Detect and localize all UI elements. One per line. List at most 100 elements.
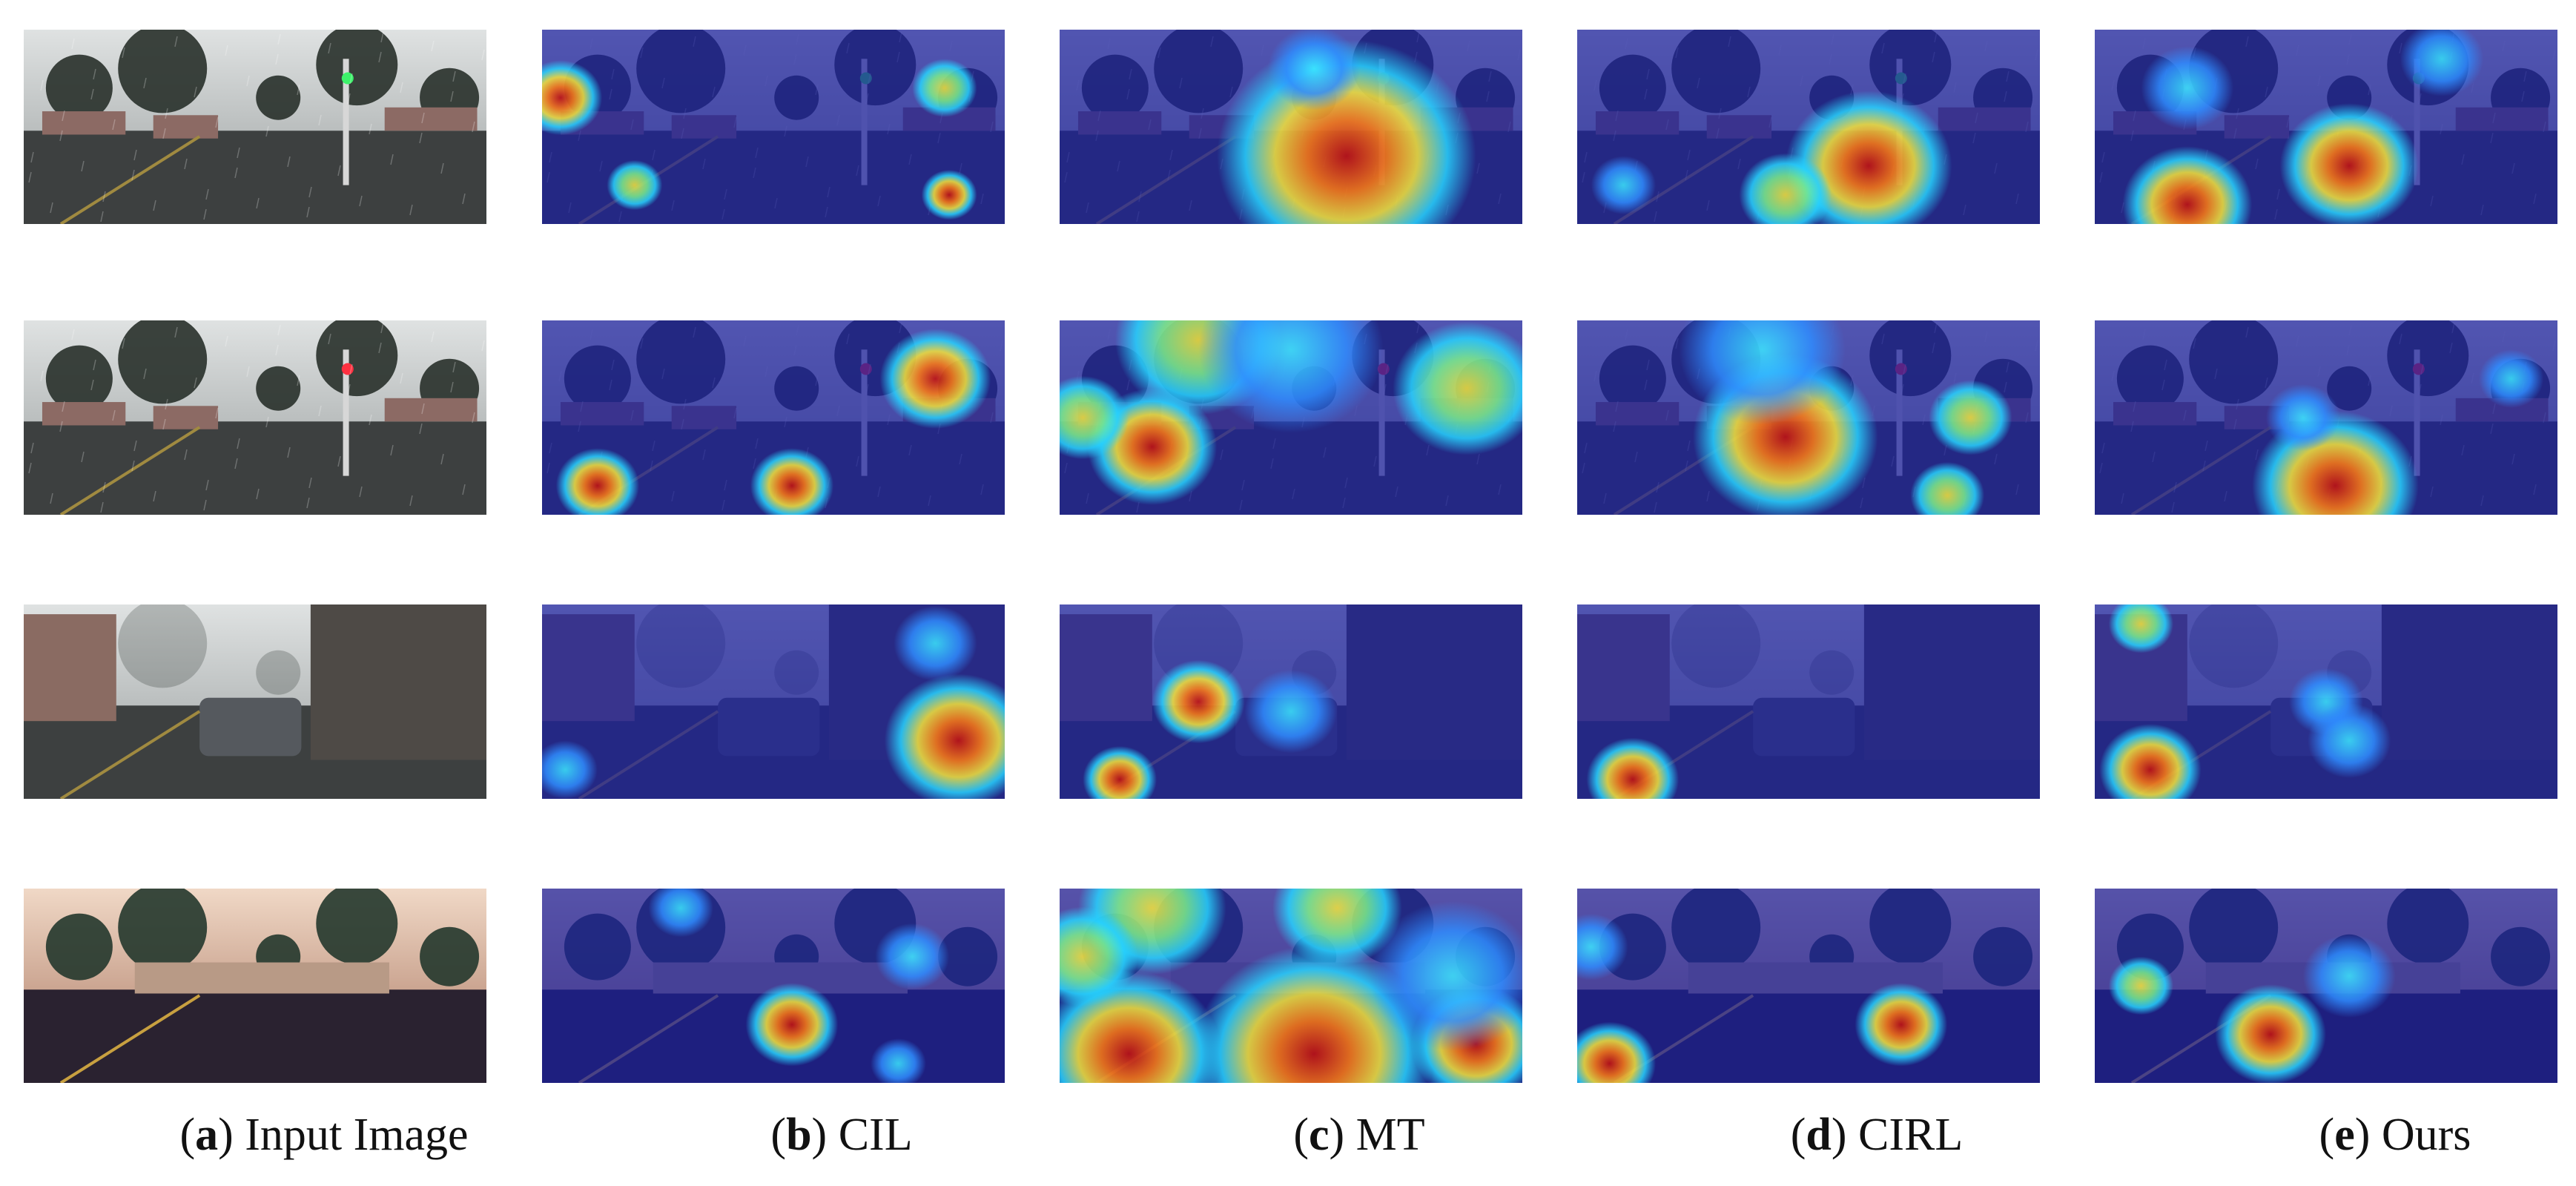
attention-hotspot <box>1083 745 1157 799</box>
rain-streak <box>131 460 135 472</box>
rain-streak <box>337 455 341 467</box>
rain-streak <box>277 324 281 336</box>
rain-streak <box>50 492 53 504</box>
attention-hotspot <box>1152 659 1245 744</box>
scene-photo <box>24 320 486 515</box>
scene-tree <box>45 54 113 122</box>
attention-hotspot <box>1244 669 1338 754</box>
rain-streak <box>349 363 353 375</box>
scene-building <box>310 604 486 760</box>
rain-streak <box>287 447 291 458</box>
rain-streak <box>419 132 423 144</box>
rain-streak <box>337 165 341 177</box>
rain-streak <box>380 322 384 334</box>
rain-streak <box>359 195 363 207</box>
rain-streak <box>184 158 188 170</box>
rain-streak <box>481 49 485 61</box>
scene-road <box>24 131 486 224</box>
attention-hotspot <box>1855 983 1948 1067</box>
rain-streak <box>421 403 425 415</box>
attention-hotspot <box>2308 702 2391 778</box>
attention-hotspot <box>2265 384 2340 451</box>
rain-streak <box>265 416 269 428</box>
rain-streak <box>472 121 475 133</box>
attention-hotspot <box>555 448 640 515</box>
rain-streak <box>174 326 178 338</box>
heatmap-overlay <box>542 889 1005 1083</box>
rain-streak <box>409 204 413 216</box>
scene-house <box>153 115 219 139</box>
heatmap-overlay <box>1060 320 1522 515</box>
attention-map-c-row-4 <box>1060 889 1522 1083</box>
scene-tree <box>256 650 301 695</box>
rain-streak <box>277 33 281 45</box>
rain-streak <box>234 167 238 179</box>
rain-streak <box>462 484 466 495</box>
rain-streak <box>378 342 382 354</box>
heatmap-overlay <box>1060 889 1522 1083</box>
scene-tree <box>118 889 208 972</box>
attention-hotspot <box>1739 153 1832 224</box>
rain-streak <box>409 495 413 507</box>
rain-streak <box>297 84 300 96</box>
attention-map-b-row-3 <box>542 604 1005 799</box>
rain-streak <box>390 154 394 165</box>
attention-hotspot <box>2478 349 2544 408</box>
attention-map-b-row-2 <box>542 320 1005 515</box>
scene-house <box>153 406 219 429</box>
scene-house <box>384 398 478 422</box>
caption-b: (b) CIL <box>770 1110 913 1160</box>
rain-streak <box>205 188 209 200</box>
heatmap-overlay <box>1577 604 2040 799</box>
rain-streak <box>369 414 372 426</box>
rain-streak <box>112 409 116 421</box>
rain-streak <box>90 88 94 100</box>
rain-streak <box>203 499 207 511</box>
scene-tree <box>118 320 208 404</box>
rain-streak <box>112 119 116 131</box>
rain-streak <box>100 501 104 513</box>
rain-streak <box>100 211 104 223</box>
attention-map-b-row-1 <box>542 30 1005 224</box>
caption-a: (a) Input Image <box>179 1110 469 1160</box>
attention-map-d-row-4 <box>1577 889 2040 1083</box>
attention-hotspot <box>2099 723 2202 799</box>
scene-house <box>384 107 478 131</box>
traffic-light-pole <box>343 59 349 185</box>
rain-streak <box>81 451 85 463</box>
attention-hotspot <box>879 329 991 429</box>
heatmap-overlay <box>2095 30 2557 224</box>
attention-hotspot <box>750 448 834 515</box>
scene-tree <box>420 926 480 986</box>
rain-streak <box>421 112 425 124</box>
rain-streak <box>246 366 250 378</box>
scene-building <box>24 614 116 722</box>
rain-streak <box>318 405 322 417</box>
rain-streak <box>308 186 312 198</box>
attention-map-b-row-4 <box>542 889 1005 1083</box>
rain-streak <box>59 421 63 432</box>
rain-streak <box>306 497 310 509</box>
green-traffic-light <box>341 72 354 85</box>
input-image-row-4 <box>24 889 486 1083</box>
caption-e: (e) Ours <box>2319 1110 2471 1160</box>
rain-streak <box>481 340 485 352</box>
attention-map-d-row-2 <box>1577 320 2040 515</box>
heatmap-overlay <box>1577 30 2040 224</box>
rain-streak <box>40 79 44 91</box>
rain-streak <box>122 47 125 59</box>
rain-streak <box>174 36 178 47</box>
attention-hotspot <box>894 605 977 681</box>
rain-streak <box>347 93 351 105</box>
input-image-row-2 <box>24 320 486 515</box>
scene-tree <box>256 366 301 411</box>
scene-tree <box>316 320 398 397</box>
attention-hotspot <box>1060 375 1129 460</box>
attention-hotspot <box>2279 103 2419 224</box>
attention-hotspot <box>921 170 977 220</box>
attention-hotspot <box>2122 146 2253 224</box>
rain-streak <box>380 31 384 43</box>
lane-marking <box>59 135 201 224</box>
attention-hotspot <box>884 673 1005 799</box>
rain-streak <box>400 82 403 93</box>
